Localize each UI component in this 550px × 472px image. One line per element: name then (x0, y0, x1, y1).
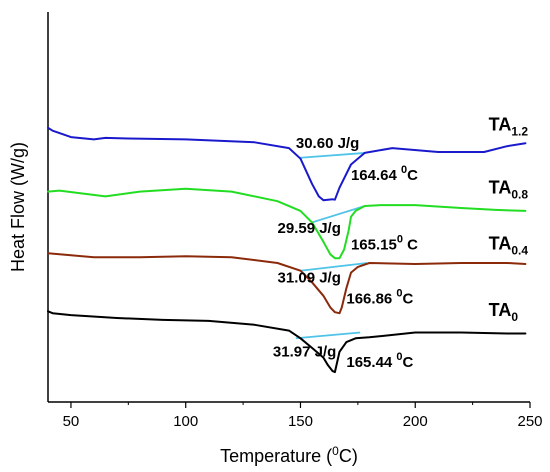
series-label-sub: 0.4 (511, 243, 528, 257)
annotation-main: 165.15 (351, 236, 397, 253)
x-tick-label-250: 250 (517, 413, 542, 430)
x-axis-title-tail: C) (339, 446, 358, 466)
annotation-sup: 0 (396, 288, 402, 300)
annotation-tail: C (407, 167, 418, 184)
annotation-peak_TA0.8: 165.150 C (351, 233, 418, 253)
series-label-TA0.8: TA0.8 (489, 177, 529, 201)
series-line-TA0.4 (47, 252, 527, 315)
x-axis-title: Temperature (0C) (220, 444, 358, 466)
series-label-sub: 0 (511, 310, 518, 324)
series-label-base: TA (489, 115, 512, 135)
x-ticks: 50 100 150 200 250 (63, 402, 543, 430)
x-tick-label-100: 100 (173, 413, 198, 430)
annotation-enthalpy_TA0.8: 29.59 J/g (278, 220, 341, 237)
annotation-tail: C (403, 354, 414, 371)
annotation-main: 165.44 (346, 354, 396, 371)
annotation-main: 166.86 (346, 291, 396, 308)
annotation-tail: C (403, 236, 418, 253)
annotation-enthalpy_TA0: 31.97 J/g (273, 344, 336, 361)
annotation-main: 164.64 (351, 167, 401, 184)
annotation-peak_TA1.2: 164.64 0C (351, 164, 418, 184)
annotation-peak_TA0.4: 166.86 0C (346, 288, 413, 308)
x-axis-title-main: Temperature ( (220, 446, 332, 466)
series-label-base: TA (489, 300, 512, 320)
series-label-sub: 1.2 (511, 125, 528, 139)
series-label-base: TA (489, 233, 512, 253)
x-tick-label-200: 200 (403, 413, 428, 430)
y-axis-title: Heat Flow (W/g) (8, 142, 28, 272)
series-label-base: TA (489, 177, 512, 197)
series-line-TA1.2 (47, 126, 527, 202)
annotation-sup: 0 (397, 233, 403, 245)
series-label-sub: 0.8 (511, 187, 528, 201)
annotation-sup: 0 (401, 164, 407, 176)
annotation-tail: C (403, 291, 414, 308)
baselines (295, 152, 368, 340)
x-axis-title-sup: 0 (332, 444, 339, 458)
annotation-peak_TA0: 165.44 0C (346, 351, 413, 371)
baseline-TA0.8 (311, 205, 366, 224)
annotation-sup: 0 (396, 351, 402, 363)
baseline-TA0.4 (300, 262, 368, 272)
x-tick-label-150: 150 (288, 413, 313, 430)
series-label-TA0: TA0 (489, 300, 519, 324)
annotation-enthalpy_TA1.2: 30.60 J/g (296, 135, 359, 152)
series-label-TA1.2: TA1.2 (489, 115, 529, 139)
series-line-TA0 (47, 310, 527, 374)
x-tick-label-50: 50 (63, 413, 80, 430)
baseline-TA0 (295, 331, 361, 340)
baseline-TA1.2 (300, 152, 365, 159)
series-line-TA0.8 (47, 187, 527, 260)
series-label-TA0.4: TA0.4 (489, 233, 529, 257)
annotation-enthalpy_TA0.4: 31.09 J/g (278, 269, 341, 286)
series-lines (47, 126, 527, 374)
